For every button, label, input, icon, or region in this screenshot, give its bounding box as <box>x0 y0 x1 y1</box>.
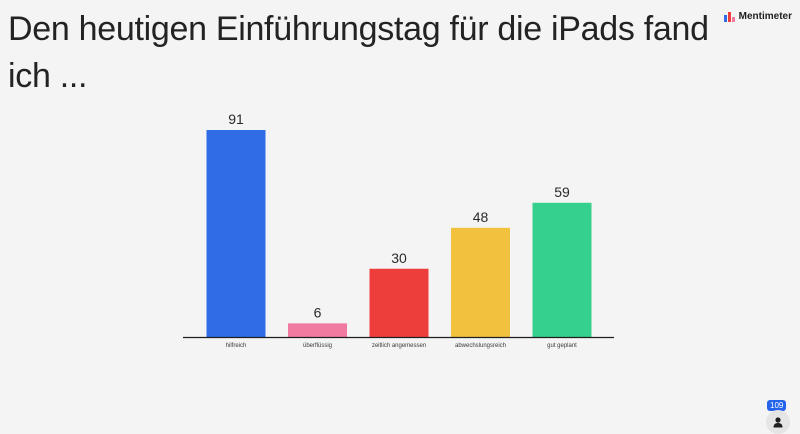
bar-2 <box>369 268 429 337</box>
bar-1 <box>288 323 347 337</box>
bar-value-label: 6 <box>314 304 322 320</box>
category-label: hilfreich <box>226 343 247 349</box>
bar-value-label: 48 <box>473 209 489 225</box>
bar-value-label: 30 <box>391 250 407 266</box>
brand-name: Mentimeter <box>738 11 792 22</box>
category-label: zeitlich angemessen <box>372 343 426 349</box>
mentimeter-logo: Mentimeter <box>723 11 792 22</box>
bar-value-label: 91 <box>228 111 244 127</box>
participant-counter[interactable]: 109 <box>764 400 792 434</box>
bar-4 <box>532 202 592 337</box>
participant-count-badge: 109 <box>767 400 787 411</box>
bar-chart-logo-icon <box>723 11 735 22</box>
bar-3 <box>451 227 510 337</box>
slide-title: Den heutigen Einführungstag für die iPad… <box>8 10 709 95</box>
bar-value-label: 59 <box>554 184 570 200</box>
bar-0 <box>206 130 266 337</box>
person-icon <box>766 410 790 434</box>
category-label: überflüssig <box>303 343 332 349</box>
category-label: gut geplant <box>547 343 577 349</box>
category-label: abwechslungsreich <box>455 343 506 349</box>
